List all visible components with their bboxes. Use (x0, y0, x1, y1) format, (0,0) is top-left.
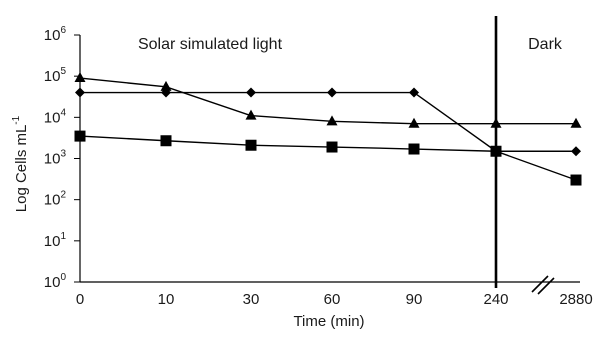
data-point-diamond (327, 87, 337, 98)
data-point-square (160, 135, 172, 147)
data-point-triangle (570, 117, 582, 128)
y-tick-label: 106 (44, 25, 67, 44)
y-axis-label-exponent: -1 (11, 115, 22, 124)
x-axis-label: Time (min) (293, 313, 364, 330)
data-point-triangle (245, 109, 257, 120)
data-point-triangle (160, 80, 172, 91)
y-tick-label: 102 (44, 190, 67, 209)
x-tick-label: 2880 (559, 291, 592, 308)
x-tick-label: 90 (406, 291, 423, 308)
data-point-triangle (74, 72, 86, 83)
data-point-diamond (571, 146, 581, 157)
light-period-label: Solar simulated light (138, 36, 283, 53)
series-line-triangle (79, 77, 576, 125)
data-point-square (74, 130, 86, 142)
y-tick-label: 101 (44, 231, 67, 250)
y-axis-label: Log Cells mL-1 (11, 115, 30, 212)
data-point-diamond (409, 87, 419, 98)
y-tick-label: 105 (44, 66, 67, 85)
data-point-square (245, 139, 257, 151)
x-axis-ticks: 0 10 30 60 90 240 2880 (76, 291, 593, 308)
data-point-square (326, 141, 338, 153)
y-axis-ticks: 100 101 102 103 104 105 106 (44, 25, 80, 291)
x-tick-label: 30 (243, 291, 260, 308)
x-tick-label: 240 (483, 291, 508, 308)
y-axis-label-text: Log Cells mL (13, 125, 30, 213)
axis-break-mark (531, 275, 555, 295)
data-point-square (570, 174, 582, 186)
x-tick-label: 60 (324, 291, 341, 308)
series-layer (74, 72, 582, 186)
data-point-diamond (246, 87, 256, 98)
x-tick-label: 0 (76, 291, 84, 308)
y-tick-label: 104 (44, 107, 67, 126)
y-tick-label: 103 (44, 149, 67, 168)
dark-period-label: Dark (528, 36, 563, 53)
data-point-triangle (408, 117, 420, 128)
data-point-diamond (75, 87, 85, 98)
data-point-square (408, 143, 420, 155)
y-tick-label: 100 (44, 272, 67, 291)
data-point-triangle (326, 115, 338, 126)
x-tick-label: 10 (158, 291, 175, 308)
